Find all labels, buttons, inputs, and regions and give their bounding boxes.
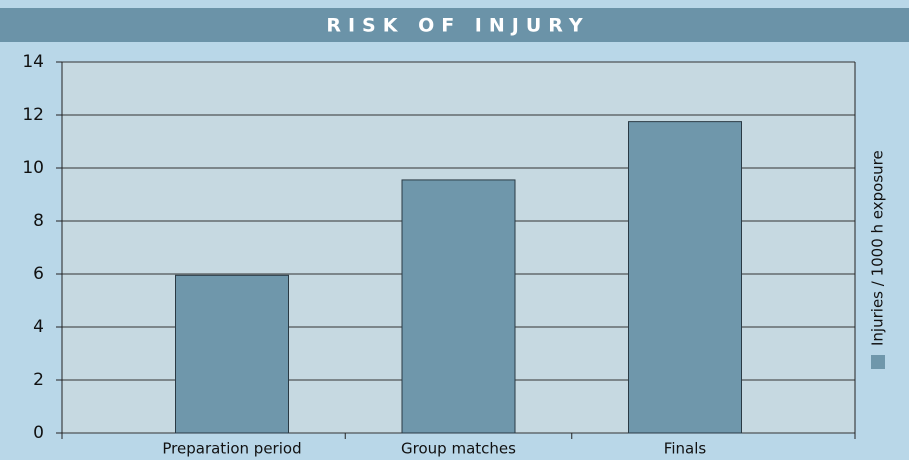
y-tick-label: 6 — [33, 264, 44, 284]
y-tick-label: 12 — [22, 105, 44, 125]
y-tick-label: 8 — [33, 211, 44, 231]
y-tick-label: 2 — [33, 370, 44, 390]
title-banner — [0, 8, 909, 42]
bar — [175, 274, 289, 434]
chart-title: RISK OF INJURY — [326, 15, 589, 37]
y-tick-label: 4 — [33, 317, 44, 337]
y-tick-label: 0 — [33, 423, 44, 443]
x-tick-label: Group matches — [401, 440, 516, 458]
x-tick-label: Preparation period — [162, 440, 301, 458]
y-tick-label: 10 — [22, 158, 44, 178]
y-tick-label: 14 — [22, 52, 44, 72]
legend-swatch — [871, 355, 885, 369]
bar — [628, 121, 742, 434]
legend-label: Injuries / 1000 h exposure — [869, 150, 887, 346]
bar — [401, 179, 516, 434]
x-tick-label: Finals — [664, 440, 707, 458]
